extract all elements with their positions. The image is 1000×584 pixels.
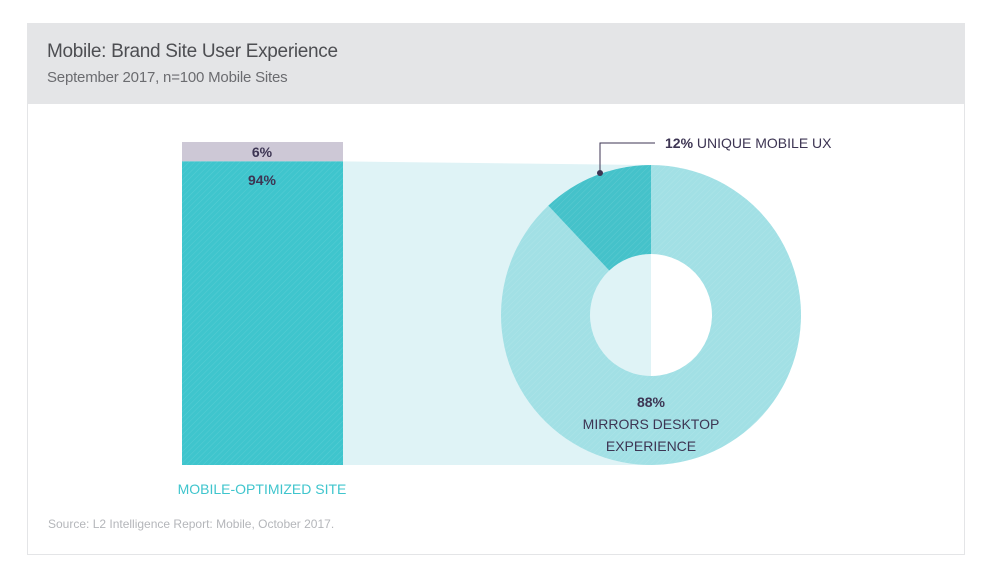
callout-line [599, 142, 655, 173]
donut-hatch [501, 164, 802, 465]
source-note: Source: L2 Intelligence Report: Mobile, … [48, 517, 335, 531]
chart-title: Mobile: Brand Site User Experience [47, 41, 338, 62]
chart-subtitle: September 2017, n=100 Mobile Sites [47, 69, 288, 86]
slice-name-88-line2: EXPERIENCE [606, 438, 696, 454]
slice-label-12: 12% UNIQUE MOBILE UX [665, 135, 832, 151]
bar-category-label: MOBILE-OPTIMIZED SITE [178, 481, 347, 497]
chart-header: Mobile: Brand Site User Experience Septe… [28, 24, 964, 104]
slice-pct-88: 88% [637, 394, 666, 410]
bar-label-6: 6% [252, 144, 273, 160]
bar-hatch [182, 161, 343, 465]
slice-name-88-line1: MIRRORS DESKTOP [583, 416, 720, 432]
callout-dot [597, 170, 603, 176]
bar-label-94: 94% [248, 172, 277, 188]
bar-segment-6 [182, 142, 343, 162]
